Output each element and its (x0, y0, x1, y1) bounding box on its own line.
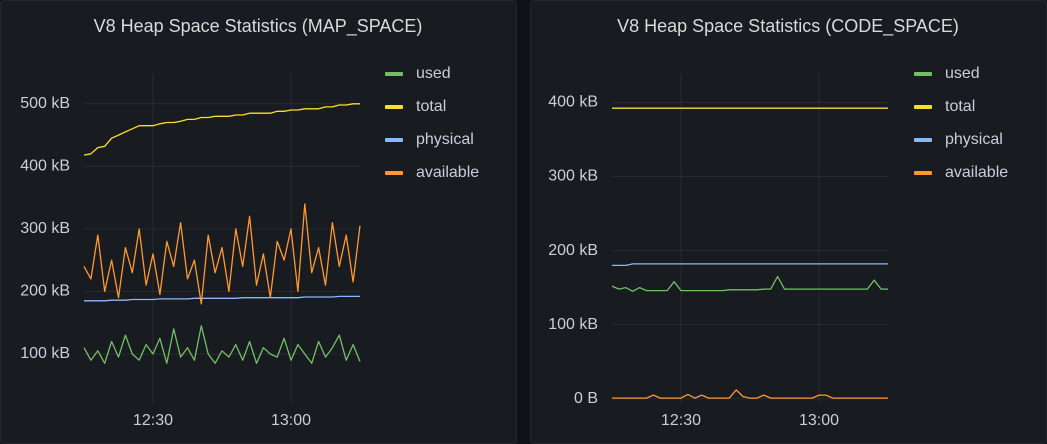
legend-label: used (416, 65, 451, 82)
legend-swatch (385, 72, 403, 76)
legend-swatch (914, 171, 932, 175)
chart-title: V8 Heap Space Statistics (MAP_SPACE) (94, 16, 423, 37)
series-line (612, 389, 888, 399)
series-line (83, 203, 361, 305)
legend-label: total (416, 98, 446, 115)
series-line (83, 325, 361, 364)
x-tick-label: 13:00 (799, 412, 839, 429)
legend-swatch (385, 138, 403, 142)
y-tick-label: 0 B (574, 390, 598, 407)
y-tick-label: 100 kB (20, 345, 70, 362)
x-tick-label: 12:30 (133, 412, 173, 429)
y-tick-label: 300 kB (548, 168, 598, 185)
series-line (83, 103, 360, 156)
legend-label: available (416, 164, 479, 181)
y-tick-label: 500 kB (20, 95, 70, 112)
y-tick-label: 400 kB (548, 93, 598, 110)
legend-label: used (945, 65, 980, 82)
y-tick-label: 200 kB (20, 283, 70, 300)
y-tick-label: 200 kB (548, 242, 598, 259)
legend-swatch (914, 138, 932, 142)
series-line (612, 263, 888, 267)
legend-label: physical (945, 131, 1003, 148)
y-tick-label: 100 kB (548, 316, 598, 333)
series-line (84, 295, 360, 302)
chart-title: V8 Heap Space Statistics (CODE_SPACE) (617, 16, 959, 37)
legend-swatch (385, 171, 403, 175)
legend-swatch (914, 72, 932, 76)
y-tick-label: 300 kB (20, 220, 70, 237)
series-line (611, 275, 888, 292)
legend-label: available (945, 164, 1008, 181)
x-tick-label: 13:00 (271, 412, 311, 429)
y-tick-label: 400 kB (20, 158, 70, 175)
legend-label: total (945, 98, 975, 115)
x-tick-label: 12:30 (661, 412, 701, 429)
legend-label: physical (416, 131, 474, 148)
legend-swatch (914, 105, 932, 109)
legend-swatch (385, 105, 403, 109)
